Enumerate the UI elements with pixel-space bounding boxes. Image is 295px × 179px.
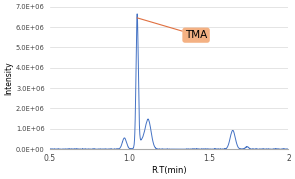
Text: TMA: TMA <box>137 18 207 40</box>
Y-axis label: Intensity: Intensity <box>4 61 13 95</box>
X-axis label: R.T(min): R.T(min) <box>151 166 187 175</box>
